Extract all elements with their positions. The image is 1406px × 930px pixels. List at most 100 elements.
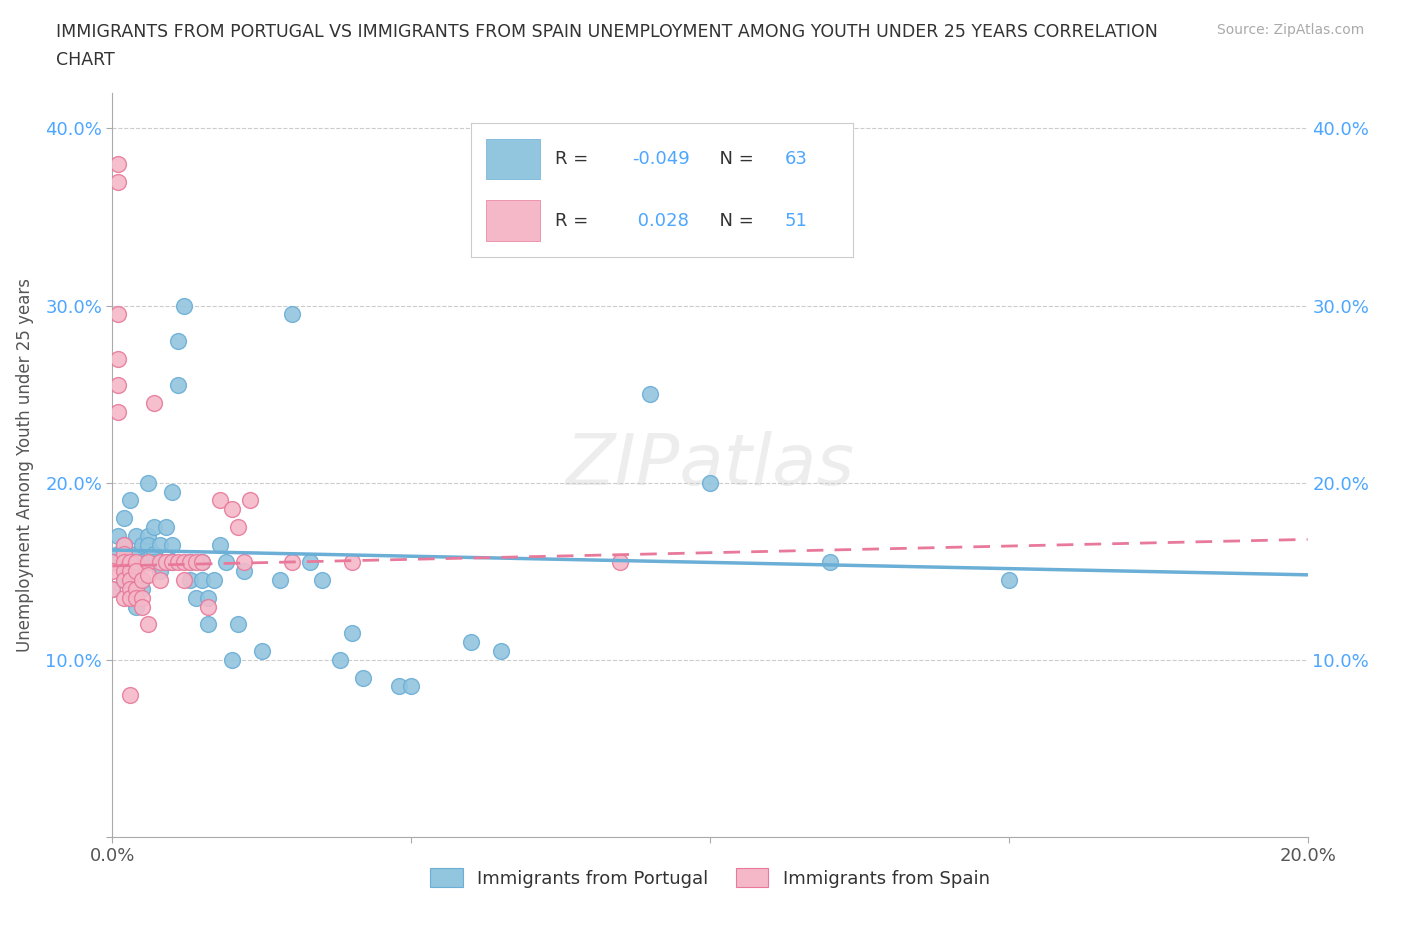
Point (120, 581, 142, 596)
Point (202, 573, 225, 588)
Point (143, 395, 166, 410)
Point (101, 581, 124, 596)
Point (107, 528, 129, 543)
Point (131, 599, 153, 614)
Point (114, 573, 135, 588)
Point (173, 573, 195, 588)
Point (107, 352, 129, 366)
Point (179, 555, 201, 570)
Point (107, 405, 129, 419)
Point (281, 555, 304, 570)
Point (340, 626, 363, 641)
Point (120, 564, 142, 578)
Point (215, 555, 238, 570)
Point (699, 475, 721, 490)
Point (173, 299, 195, 313)
Point (197, 591, 219, 605)
Point (239, 493, 262, 508)
Point (233, 555, 256, 570)
Point (125, 599, 148, 614)
Point (125, 546, 148, 561)
Point (125, 555, 148, 570)
Point (138, 567, 160, 582)
Point (162, 485, 183, 499)
Point (298, 555, 321, 570)
Point (131, 573, 153, 588)
Point (167, 334, 190, 349)
Point (138, 555, 160, 570)
Legend: Immigrants from Portugal, Immigrants from Spain: Immigrants from Portugal, Immigrants fro… (423, 861, 997, 895)
Point (125, 581, 148, 596)
Point (998, 573, 1021, 588)
Point (120, 573, 142, 588)
Point (131, 591, 153, 605)
Point (233, 564, 256, 578)
Point (162, 555, 183, 570)
Point (101, 555, 124, 570)
Point (191, 555, 214, 570)
Text: ZIPatlas: ZIPatlas (565, 431, 855, 499)
Point (107, 378, 129, 392)
Point (155, 555, 177, 570)
Point (131, 538, 153, 552)
Point (107, 546, 129, 561)
Point (143, 520, 166, 535)
Point (329, 653, 352, 668)
Point (143, 555, 166, 570)
Point (281, 307, 304, 322)
Point (149, 564, 172, 578)
Point (186, 591, 208, 605)
Point (197, 599, 219, 614)
Point (114, 538, 135, 552)
Point (226, 520, 249, 535)
Point (209, 493, 232, 508)
Y-axis label: Unemployment Among Youth under 25 years: Unemployment Among Youth under 25 years (15, 278, 34, 652)
Point (125, 564, 148, 578)
Point (120, 591, 142, 605)
Point (197, 617, 219, 631)
Point (120, 555, 142, 570)
Point (221, 653, 243, 668)
Point (120, 688, 142, 703)
Point (107, 307, 129, 322)
Point (162, 538, 183, 552)
Point (131, 555, 153, 570)
Point (101, 564, 124, 578)
Point (107, 156, 129, 171)
Point (149, 538, 172, 552)
Point (155, 520, 177, 535)
Point (138, 538, 160, 552)
Point (125, 528, 148, 543)
Point (460, 634, 482, 649)
Text: IMMIGRANTS FROM PORTUGAL VS IMMIGRANTS FROM SPAIN UNEMPLOYMENT AMONG YOUTH UNDER: IMMIGRANTS FROM PORTUGAL VS IMMIGRANTS F… (56, 23, 1159, 41)
Point (138, 528, 160, 543)
Point (120, 493, 142, 508)
Point (107, 555, 129, 570)
Point (167, 378, 190, 392)
Point (173, 555, 195, 570)
Point (155, 555, 177, 570)
Point (221, 502, 243, 517)
Point (143, 546, 166, 561)
Point (179, 573, 201, 588)
Point (149, 555, 172, 570)
Point (401, 679, 423, 694)
Point (120, 564, 142, 578)
Point (114, 573, 135, 588)
Point (340, 555, 363, 570)
Point (125, 591, 148, 605)
Point (138, 475, 160, 490)
Point (101, 555, 124, 570)
Point (114, 591, 135, 605)
Point (250, 644, 273, 658)
Point (149, 573, 172, 588)
Point (120, 555, 142, 570)
Point (209, 538, 232, 552)
Point (131, 581, 153, 596)
Point (269, 573, 291, 588)
Point (191, 573, 214, 588)
Point (226, 617, 249, 631)
Point (609, 555, 631, 570)
Point (353, 671, 375, 685)
Point (818, 555, 841, 570)
